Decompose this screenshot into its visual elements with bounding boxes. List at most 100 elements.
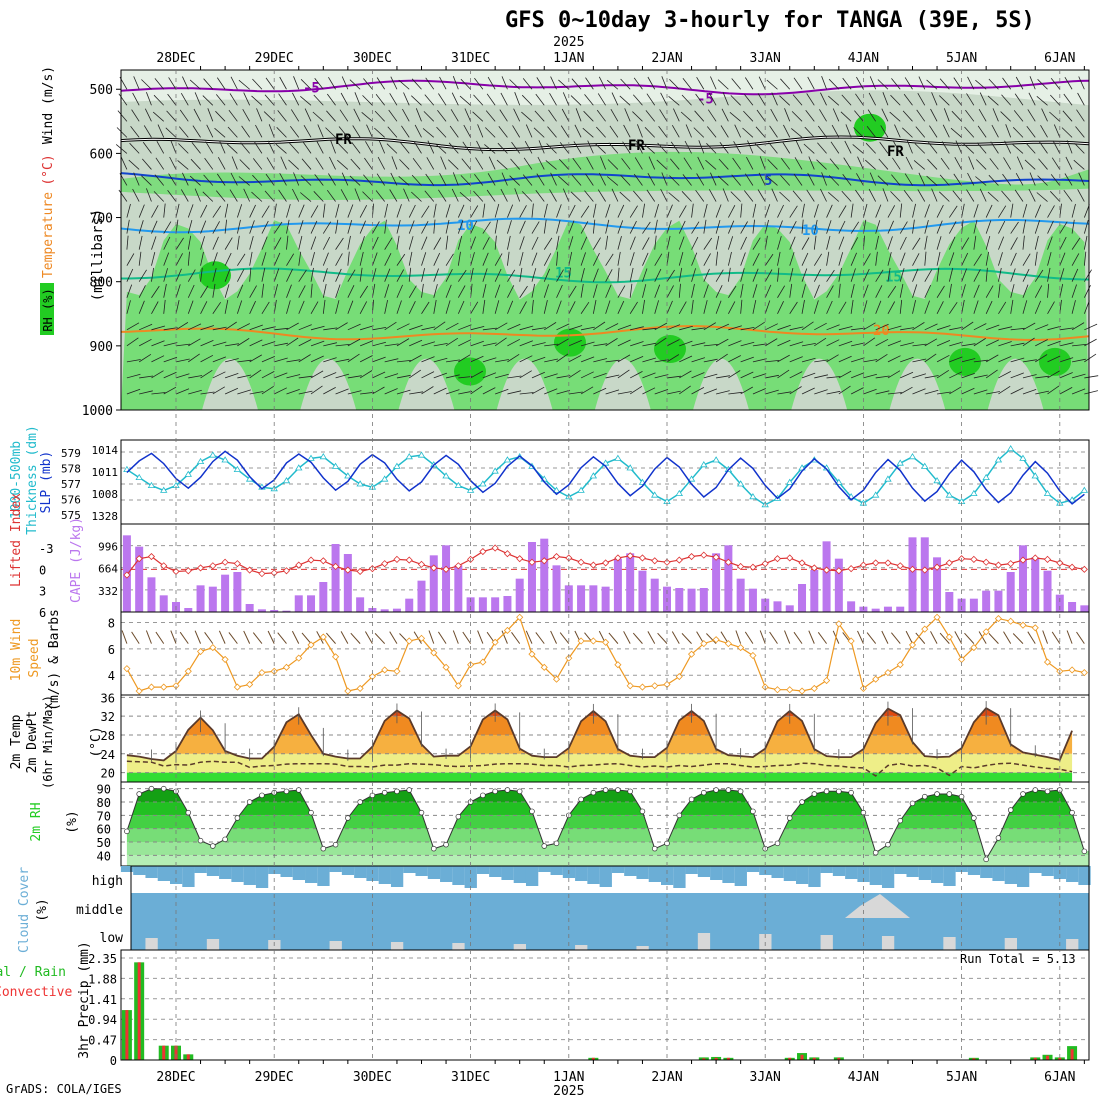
- wind-barb: [605, 338, 618, 347]
- wind-barb: [580, 236, 588, 250]
- wind-barb: [593, 358, 607, 363]
- wind-barb: [278, 93, 287, 106]
- wind-speed-marker: [295, 654, 303, 662]
- cape-bar: [601, 586, 610, 612]
- slp-tick-label: 1011: [92, 466, 119, 479]
- precip-panel: 2.351.881.410.940.470: [88, 949, 1090, 1068]
- wind-barb: [337, 143, 349, 154]
- wind-barb: [998, 326, 1013, 331]
- wind-barb: [396, 269, 405, 282]
- rh-marker: [602, 787, 609, 793]
- wind-barb: [654, 253, 663, 266]
- wind-barb: [789, 252, 795, 266]
- wind-barb: [642, 221, 651, 234]
- side-label-cape: CAPE (J/kg): [69, 517, 84, 603]
- wind-barb: [396, 374, 411, 379]
- wind-barb: [1047, 301, 1055, 314]
- wind-speed-marker: [982, 628, 990, 636]
- wind-barb: [1022, 268, 1030, 282]
- wind-speed-marker: [540, 663, 548, 671]
- wind-barb: [936, 251, 941, 266]
- wind-barb: [500, 188, 508, 202]
- wind-barb: [229, 189, 238, 202]
- wind-barb: [215, 94, 226, 106]
- cloud-high-bar: [697, 866, 711, 877]
- wind-barb: [789, 268, 794, 282]
- wind-barb: [347, 285, 355, 298]
- thickness-line-marker: [233, 465, 242, 472]
- wind-barb: [851, 342, 865, 347]
- wind-barb: [459, 95, 471, 106]
- cape-bar: [221, 574, 230, 612]
- wind-barb: [851, 357, 865, 363]
- wind-barb: [216, 77, 226, 90]
- wind-barb: [661, 172, 668, 186]
- isotherm-label: 15: [885, 269, 902, 285]
- side-label-wind10-b: Speed: [27, 638, 42, 677]
- wind-barb: [735, 630, 742, 644]
- wind-barb: [801, 357, 816, 363]
- li-marker: [872, 559, 880, 567]
- wind-barb: [1034, 269, 1044, 282]
- wind-barb: [298, 285, 306, 298]
- wind-barb: [609, 125, 619, 138]
- li-marker: [491, 544, 499, 552]
- wind-barb: [593, 387, 607, 395]
- li-marker: [1080, 565, 1088, 573]
- wind-barb: [757, 93, 766, 106]
- rh-dry-wedge: [398, 358, 455, 410]
- wind-barb: [917, 189, 926, 202]
- wind-barb: [187, 300, 194, 314]
- wind-barb: [887, 267, 891, 282]
- wind-barb: [242, 109, 250, 122]
- side-label-precip-total: Total / Rain: [0, 965, 66, 980]
- wind-barb: [301, 632, 312, 644]
- cape-bar: [159, 595, 168, 612]
- upper-air-frame: [120, 69, 1090, 411]
- li-tick-label: 0: [39, 563, 46, 577]
- li-marker: [982, 558, 990, 566]
- wind-barb: [891, 174, 901, 186]
- wind-barb: [789, 221, 797, 234]
- wind-barb: [985, 267, 988, 282]
- cape-bar: [245, 604, 254, 612]
- wind-barb: [755, 126, 766, 138]
- wind-barb: [985, 235, 991, 250]
- wind-barb: [746, 156, 754, 170]
- wind-barb: [852, 144, 864, 154]
- wind-barb: [580, 283, 584, 298]
- wind-barb: [781, 141, 791, 154]
- wind-barb: [514, 188, 521, 202]
- wind-barb: [374, 633, 386, 644]
- li-marker: [835, 567, 843, 575]
- wind-barb: [986, 324, 1000, 331]
- wind-barb: [1084, 390, 1098, 395]
- wind-barb: [894, 124, 901, 138]
- cape-bar: [773, 601, 782, 612]
- wind-barb: [989, 158, 999, 170]
- wind-barb: [359, 267, 363, 282]
- wind-barb: [130, 126, 140, 138]
- wind-barb: [986, 391, 1000, 395]
- wind-barb: [154, 78, 165, 90]
- cloud-high-bar: [931, 866, 944, 883]
- wind-barb: [777, 204, 784, 218]
- wind-barb: [558, 175, 570, 186]
- cape-bar: [1043, 570, 1052, 612]
- isotherm-line-inner: [120, 136, 1090, 151]
- cape-bar: [307, 595, 316, 612]
- wind-barb: [487, 76, 496, 90]
- wind-barb: [167, 93, 177, 106]
- precip-conv-bar: [1046, 1055, 1050, 1060]
- wind-barb: [237, 284, 244, 298]
- year-label-bottom: 2025: [553, 1084, 584, 1099]
- wind-barb: [826, 251, 830, 266]
- wind-barb: [286, 253, 295, 266]
- wind-barb: [200, 285, 209, 298]
- wind-barb: [313, 191, 324, 202]
- wind-barb: [322, 252, 329, 266]
- wind-barb: [647, 173, 656, 186]
- rh-marker: [615, 787, 621, 793]
- wind-barb: [1059, 268, 1065, 282]
- wind-barb: [1061, 127, 1073, 138]
